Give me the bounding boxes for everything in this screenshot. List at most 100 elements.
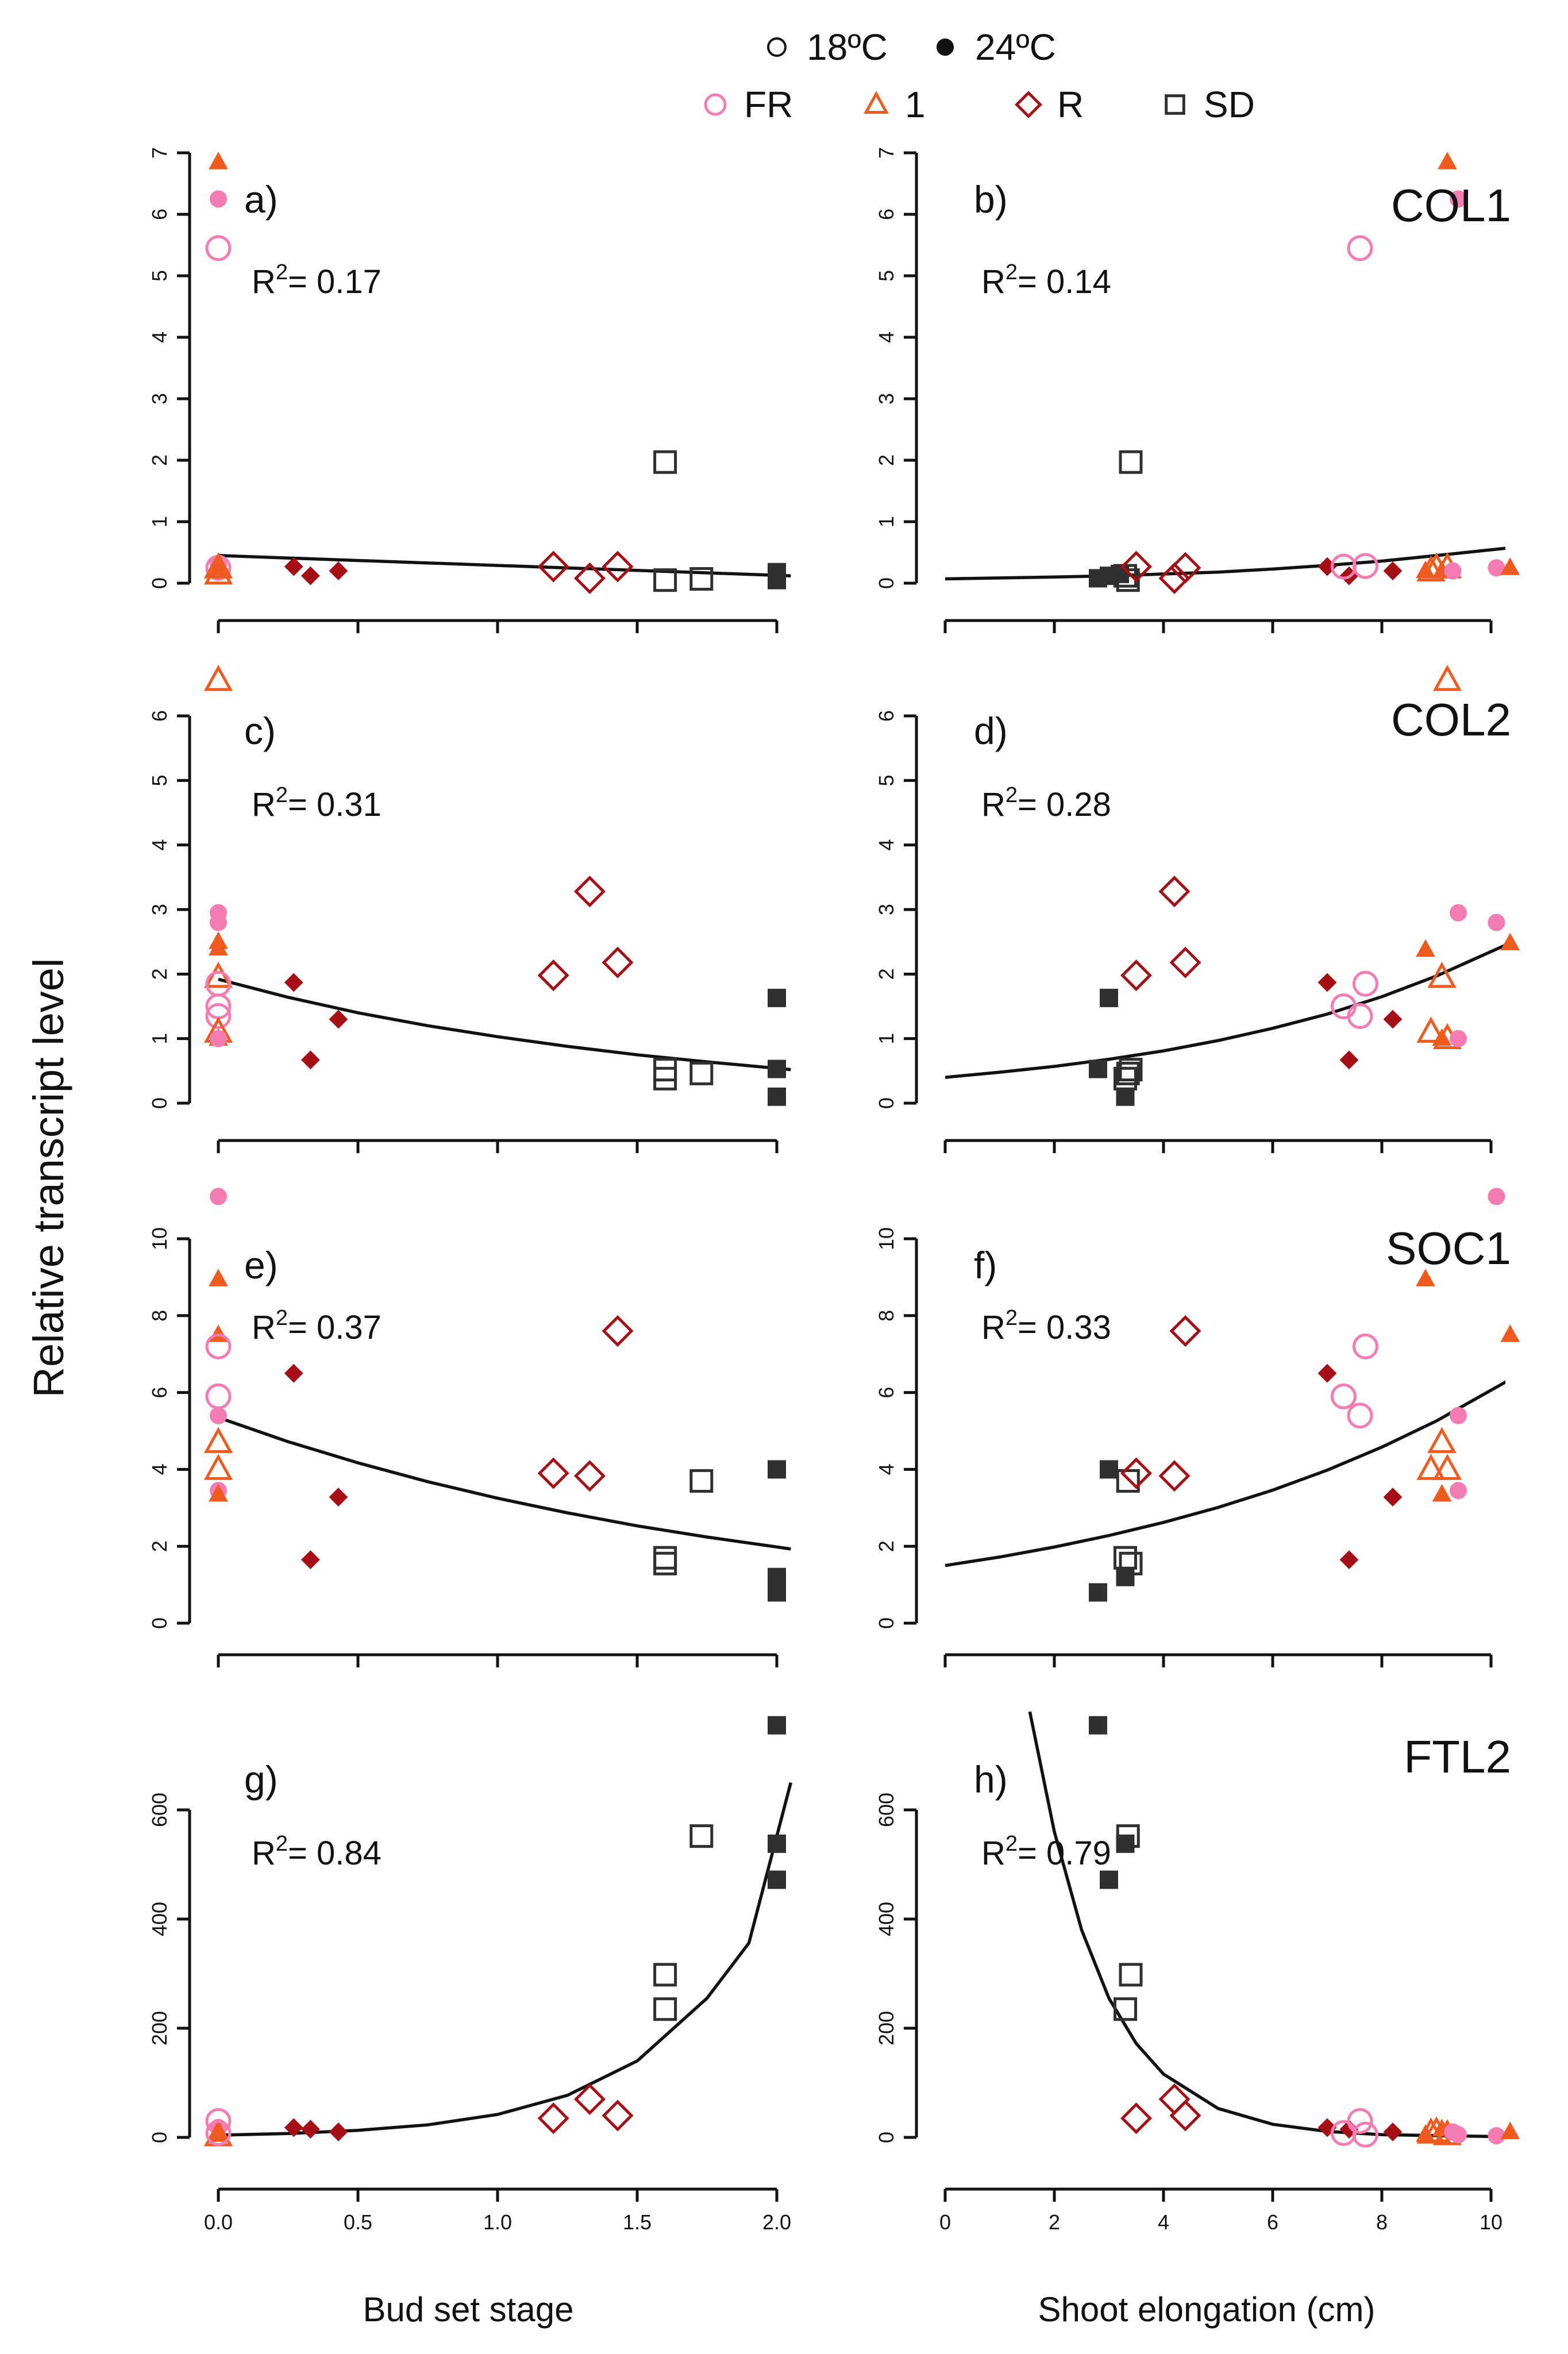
r2-label-b: R2= 0.14 <box>981 260 1111 300</box>
y-tick-label-a: 6 <box>148 209 171 220</box>
data-point-c-1-24c <box>209 938 228 956</box>
legend-label-SD: SD <box>1204 84 1255 125</box>
data-point-f-SD-18c <box>1119 1551 1143 1575</box>
r2-sup: 2 <box>1005 260 1018 284</box>
legend-marker-R <box>1015 91 1042 118</box>
data-point-c-R-18c <box>602 946 634 978</box>
data-point-c-FR-24c <box>210 1030 227 1047</box>
data-point-c-SD-24c <box>768 1087 786 1106</box>
data-point-e-R-24c <box>329 1488 348 1507</box>
fit-curve-g <box>218 1782 792 2137</box>
data-point-b-FR-24c <box>1450 190 1467 208</box>
legend-label-FR: FR <box>744 84 793 125</box>
r2-R: R <box>252 263 276 300</box>
y-tick-label-b: 4 <box>874 332 898 343</box>
data-point-c-R-24c <box>284 973 303 992</box>
y-tick-label-f: 8 <box>874 1310 898 1322</box>
y-tick-label-g: 200 <box>148 2011 171 2045</box>
x-tick-label-g: 0.0 <box>204 2210 233 2234</box>
data-point-c-SD-18c <box>689 1061 714 1085</box>
r2-R: R <box>252 1835 276 1872</box>
legend-marker-24c <box>937 38 954 56</box>
x-tick-label-h: 0 <box>939 2210 951 2234</box>
data-point-e-1-24c <box>209 1484 228 1502</box>
data-point-e-R-18c <box>573 1460 606 1492</box>
y-tick-label-c: 3 <box>148 904 171 915</box>
r2-value: = 0.37 <box>288 1309 382 1346</box>
data-point-a-SD-18c <box>689 567 714 591</box>
r2-label-c: R2= 0.31 <box>252 783 382 823</box>
y-tick-label-a: 7 <box>148 147 171 159</box>
data-point-c-SD-24c <box>768 1060 786 1078</box>
r2-value: = 0.14 <box>1018 263 1111 300</box>
y-tick-label-b: 7 <box>874 147 898 159</box>
y-tick-label-d: 3 <box>874 904 898 915</box>
r2-value: = 0.17 <box>288 263 382 300</box>
y-tick-label-d: 2 <box>874 968 898 980</box>
y-tick-label-b: 6 <box>874 209 898 220</box>
data-point-c-SD-18c <box>653 1066 677 1091</box>
data-point-h-R-24c <box>1383 2122 1403 2141</box>
data-point-h-FR-24c <box>1450 2126 1467 2144</box>
panel-label-a: a) <box>244 178 278 221</box>
x-tick-label-g: 2.0 <box>762 2210 791 2234</box>
data-point-h-SD-18c <box>1114 1997 1137 2021</box>
data-point-d-1-18c <box>1432 665 1462 691</box>
legend-marker-18c <box>767 37 787 57</box>
data-point-f-R-18c <box>1158 1460 1191 1492</box>
legend-label-temp: 24ºC <box>975 26 1056 68</box>
data-point-d-1-18c <box>1427 961 1457 988</box>
data-point-c-R-18c <box>537 960 569 992</box>
data-point-a-1-24c <box>209 151 228 169</box>
data-point-f-1-18c <box>1432 1454 1462 1480</box>
data-point-b-FR-24c <box>1444 562 1462 580</box>
data-point-f-1-24c <box>1432 1484 1452 1502</box>
data-point-b-R-18c <box>1158 562 1191 594</box>
y-tick-label-e: 2 <box>148 1540 171 1552</box>
data-point-h-SD-24c <box>1089 1716 1107 1735</box>
y-tick-label-b: 3 <box>874 393 898 404</box>
r2-sup: 2 <box>276 1306 288 1330</box>
data-point-b-1-24c <box>1500 557 1520 575</box>
panel-label-f: f) <box>974 1244 997 1286</box>
y-tick-label-d: 1 <box>874 1033 898 1045</box>
r2-value: = 0.31 <box>288 786 382 823</box>
y-tick-label-a: 3 <box>148 393 171 404</box>
gene-label-b: COL1 <box>1391 180 1511 231</box>
fit-curve-b <box>945 546 1505 581</box>
y-tick-label-d: 6 <box>874 710 898 722</box>
data-point-f-1-24c <box>1416 1269 1435 1286</box>
data-point-g-SD-24c <box>768 1834 786 1853</box>
y-tick-label-f: 10 <box>874 1227 898 1250</box>
y-tick-label-a: 2 <box>148 454 171 466</box>
data-point-d-R-24c <box>1383 1010 1403 1029</box>
y-tick-label-g: 0 <box>148 2132 171 2143</box>
data-point-c-1-18c <box>203 665 233 691</box>
data-point-f-R-18c <box>1120 1457 1153 1489</box>
data-point-c-R-18c <box>573 876 606 908</box>
data-point-a-1-18c <box>203 558 233 585</box>
data-point-f-1-18c <box>1427 1427 1457 1453</box>
data-point-d-SD-24c <box>1100 988 1118 1007</box>
y-tick-label-f: 0 <box>874 1617 898 1629</box>
r2-R: R <box>252 786 276 823</box>
r2-sup: 2 <box>276 1832 288 1856</box>
panel-label-h: h) <box>974 1758 1008 1801</box>
data-point-e-1-18c <box>203 1454 233 1480</box>
r2-label-d: R2= 0.28 <box>981 783 1111 823</box>
data-point-g-R-24c <box>329 2122 348 2141</box>
x-tick-label-g: 0.5 <box>344 2210 372 2234</box>
x-tick-label-h: 4 <box>1158 2210 1169 2234</box>
data-point-h-FR-24c <box>1488 2127 1505 2145</box>
y-tick-label-d: 0 <box>874 1097 898 1109</box>
legend-label-1: 1 <box>905 84 926 125</box>
data-point-g-R-24c <box>284 2118 303 2137</box>
data-point-e-FR-18c <box>205 1383 232 1409</box>
y-tick-label-c: 5 <box>148 775 171 786</box>
data-point-g-SD-18c <box>653 1963 677 1987</box>
data-point-d-SD-18c <box>1116 1061 1140 1085</box>
data-point-h-FR-18c <box>1347 2108 1373 2134</box>
data-point-a-SD-24c <box>768 571 786 590</box>
